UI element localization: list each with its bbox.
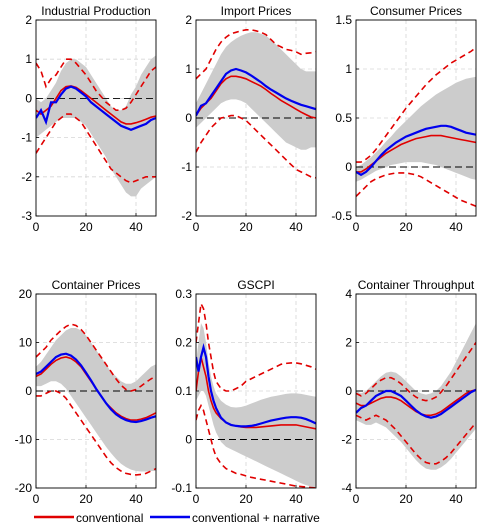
y-tick-label: -2 xyxy=(21,170,32,184)
chart-title: Import Prices xyxy=(221,4,292,18)
series-line-conventional-upper xyxy=(356,46,476,163)
y-tick-label: 0 xyxy=(345,160,352,174)
plot-area xyxy=(196,301,316,488)
y-tick-label: 0 xyxy=(185,111,192,125)
x-tick-label: 0 xyxy=(353,220,360,234)
x-tick-label: 0 xyxy=(193,220,200,234)
x-tick-label: 0 xyxy=(353,492,360,506)
y-tick-label: 0 xyxy=(25,384,32,398)
confidence-band xyxy=(356,76,476,182)
plot-area xyxy=(36,55,156,197)
legend-label-narrative: conventional + narrative xyxy=(192,511,320,525)
series-line-conventional-narrative xyxy=(36,352,156,424)
x-tick-label: 20 xyxy=(399,492,413,506)
series-line-conventional-lower xyxy=(196,114,316,179)
confidence-band xyxy=(196,323,316,488)
legend-label-conventional: conventional xyxy=(76,511,143,525)
confidence-band xyxy=(36,55,156,197)
chart-title: GSCPI xyxy=(237,278,274,292)
y-tick-label: 0.1 xyxy=(175,384,192,398)
series-line-conventional-upper xyxy=(36,58,156,111)
axes-frame xyxy=(35,19,157,217)
plot-area xyxy=(356,323,476,470)
y-tick-label: 1.5 xyxy=(335,13,352,27)
x-tick-label: 20 xyxy=(79,220,93,234)
series-line-conventional-narrative xyxy=(356,124,476,177)
y-tick-label: 1 xyxy=(25,52,32,66)
y-tick-label: 4 xyxy=(345,287,352,301)
y-tick-label: 0.3 xyxy=(175,287,192,301)
series-line-conventional-lower xyxy=(356,414,476,465)
legend: conventional conventional + narrative xyxy=(34,511,320,525)
plot-area xyxy=(356,46,476,207)
series-line-conventional-lower xyxy=(196,403,316,488)
series-line-conventional-upper xyxy=(196,301,316,392)
series-line-conventional-narrative xyxy=(36,85,156,131)
y-tick-label: -1 xyxy=(21,131,32,145)
confidence-band xyxy=(36,328,156,472)
chart-panel-4: 0 20 40 -20 -10 0 10 20 Container Prices xyxy=(15,278,157,506)
y-tick-label: -1 xyxy=(181,160,192,174)
plot-area xyxy=(196,28,316,179)
y-tick-label: 2 xyxy=(185,13,192,27)
confidence-band xyxy=(196,32,316,150)
x-tick-label: 20 xyxy=(399,220,413,234)
x-tick-label: 40 xyxy=(449,492,463,506)
y-tick-label: -3 xyxy=(21,209,32,223)
x-tick-label: 20 xyxy=(239,492,253,506)
chart-title: Container Throughput xyxy=(358,278,475,292)
y-tick-label: 0 xyxy=(25,91,32,105)
chart-title: Container Prices xyxy=(52,278,141,292)
series-line-conventional-narrative xyxy=(196,67,316,117)
x-tick-label: 40 xyxy=(449,220,463,234)
series-line-conventional-lower xyxy=(36,390,156,476)
series-line-conventional-narrative xyxy=(196,343,316,428)
plot-area xyxy=(36,323,156,476)
y-tick-label: 2 xyxy=(25,13,32,27)
series-line-conventional-lower xyxy=(36,113,156,184)
y-tick-label: 20 xyxy=(19,287,33,301)
series-line-conventional-upper xyxy=(36,323,156,392)
y-tick-label: 0 xyxy=(185,433,192,447)
x-tick-label: 20 xyxy=(79,492,93,506)
x-tick-label: 20 xyxy=(239,220,253,234)
y-tick-label: 2 xyxy=(345,336,352,350)
y-tick-label: 10 xyxy=(19,336,33,350)
chart-title: Consumer Prices xyxy=(370,4,462,18)
series-line-conventional xyxy=(196,75,316,119)
series-line-conventional xyxy=(36,85,156,125)
x-tick-label: 40 xyxy=(129,220,143,234)
x-tick-label: 40 xyxy=(129,492,143,506)
series-line-conventional-upper xyxy=(196,28,316,80)
y-tick-label: -4 xyxy=(341,481,352,495)
y-tick-label: 0 xyxy=(345,384,352,398)
y-tick-label: 0.2 xyxy=(175,336,192,350)
x-tick-label: 0 xyxy=(33,220,40,234)
y-tick-label: 1 xyxy=(345,62,352,76)
chart-panel-1: 0 20 40 -3 -2 -1 0 1 2 Industrial Production xyxy=(21,4,157,234)
y-tick-label: 1 xyxy=(185,62,192,76)
series-line-conventional-narrative xyxy=(356,388,476,419)
x-tick-label: 40 xyxy=(289,492,303,506)
y-tick-label: -2 xyxy=(181,209,192,223)
chart-panel-6: 0 20 40 -4 -2 0 2 4 Container Throughput xyxy=(341,278,477,506)
y-tick-label: -10 xyxy=(15,433,33,447)
series-line-conventional-upper xyxy=(356,342,476,402)
series-line-conventional-lower xyxy=(356,172,476,207)
y-tick-label: -0.5 xyxy=(331,209,352,223)
y-tick-label: -20 xyxy=(15,481,33,495)
chart-title: Industrial Production xyxy=(41,4,150,18)
x-tick-label: 0 xyxy=(193,492,200,506)
x-tick-label: 0 xyxy=(33,492,40,506)
y-tick-label: 0.5 xyxy=(335,111,352,125)
x-tick-label: 40 xyxy=(289,220,303,234)
y-tick-label: -2 xyxy=(341,433,352,447)
chart-panel-2: 0 20 40 -2 -1 0 1 2 Import Prices xyxy=(181,4,317,234)
y-tick-label: -0.1 xyxy=(171,481,192,495)
